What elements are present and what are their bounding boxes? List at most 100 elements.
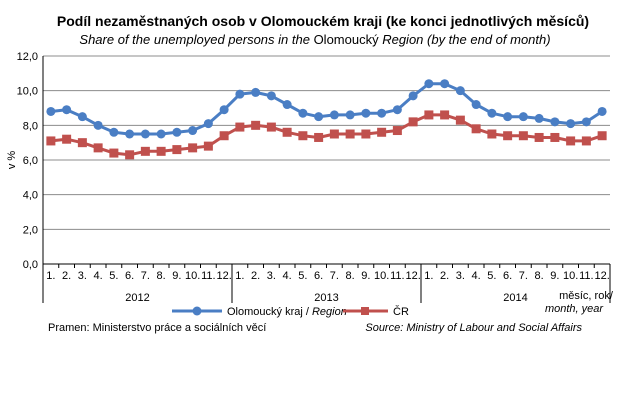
legend-marker-cr (361, 307, 369, 315)
data-point-region (345, 110, 355, 120)
x-tick-label: 4. (472, 270, 481, 282)
x-tick-label: 9. (550, 270, 559, 282)
x-tick-label: 7. (330, 270, 339, 282)
series-line-0 (50, 82, 603, 136)
data-point-region (62, 105, 72, 115)
x-tick-label: 3. (267, 270, 276, 282)
data-point-region (109, 127, 119, 137)
data-point-region (235, 89, 245, 99)
x-axis-note-line2: month, year (545, 303, 604, 315)
data-point-region (534, 113, 544, 123)
y-tick-label: 8,0 (23, 120, 38, 132)
legend-label-region: Olomoucký kraj / Region (227, 306, 347, 318)
data-point-cr (140, 146, 150, 156)
subtitle-suffix: Region (by the end of month) (379, 32, 551, 47)
data-point-cr (251, 120, 261, 130)
data-point-region (125, 129, 135, 139)
x-tick-label: 12. (594, 270, 609, 282)
x-tick-label: 8. (157, 270, 166, 282)
data-point-region (156, 129, 166, 139)
data-point-cr (361, 129, 371, 139)
x-tick-label: 9. (361, 270, 370, 282)
data-point-cr (440, 110, 450, 120)
year-label: 2014 (503, 292, 527, 304)
data-point-cr (203, 141, 213, 151)
x-tick-label: 2. (251, 270, 260, 282)
x-tick-label: 12. (405, 270, 420, 282)
data-point-region (597, 106, 607, 116)
data-point-region (298, 108, 308, 118)
data-point-region (377, 108, 387, 118)
data-point-cr (46, 136, 56, 146)
x-tick-label: 6. (314, 270, 323, 282)
data-point-region (581, 117, 591, 127)
data-point-region (188, 126, 198, 136)
data-point-region (203, 119, 213, 129)
x-tick-label: 3. (456, 270, 465, 282)
subtitle-region: Olomoucký (314, 32, 380, 47)
y-tick-label: 4,0 (23, 190, 38, 202)
data-point-cr (125, 150, 135, 160)
data-point-cr (534, 132, 544, 142)
x-tick-label: 5. (109, 270, 118, 282)
x-tick-label: 10. (563, 270, 578, 282)
data-point-cr (298, 131, 308, 141)
legend-marker-region (192, 306, 202, 316)
data-point-cr (329, 129, 339, 139)
data-point-cr (188, 143, 198, 153)
data-point-cr (566, 136, 576, 146)
gridlines (43, 55, 610, 230)
data-point-region (219, 105, 229, 115)
x-tick-label: 6. (125, 270, 134, 282)
x-tick-label: 11. (579, 270, 593, 282)
legend: Olomoucký kraj / Region ČR (172, 305, 409, 318)
x-tick-label: 5. (298, 270, 307, 282)
data-point-region (487, 108, 497, 118)
data-point-region (566, 119, 576, 129)
y-tick-label: 0,0 (23, 259, 38, 271)
data-point-cr (77, 138, 87, 148)
data-point-cr (282, 127, 292, 137)
data-point-region (503, 112, 513, 122)
data-point-region (518, 112, 528, 122)
x-tick-label: 11. (201, 270, 215, 282)
chart-subtitle: Share of the unemployed persons in the O… (79, 32, 550, 47)
x-tick-label: 1. (235, 270, 244, 282)
source-czech: Pramen: Ministerstvo práce a sociálních … (48, 322, 266, 334)
data-point-cr (219, 131, 229, 141)
data-point-region (251, 87, 261, 97)
y-tick-label: 10,0 (17, 86, 38, 98)
x-tick-label: 9. (172, 270, 181, 282)
data-point-cr (156, 146, 166, 156)
data-point-region (314, 112, 324, 122)
y-tick-label: 2,0 (23, 224, 38, 236)
data-point-region (471, 100, 481, 110)
data-point-region (392, 105, 402, 115)
data-point-region (140, 129, 150, 139)
x-tick-label: 4. (283, 270, 292, 282)
x-tick-label: 10. (185, 270, 200, 282)
data-point-region (172, 127, 182, 137)
x-tick-label: 11. (390, 270, 404, 282)
data-point-region (424, 79, 434, 89)
data-point-cr (581, 136, 591, 146)
legend-label-cr: ČR (393, 305, 409, 318)
x-tick-label: 8. (535, 270, 544, 282)
data-point-cr (62, 134, 72, 144)
year-label: 2013 (314, 292, 338, 304)
data-point-cr (93, 143, 103, 153)
data-point-cr (172, 145, 182, 155)
data-point-region (408, 91, 418, 101)
data-point-cr (455, 115, 465, 125)
data-point-region (361, 108, 371, 118)
data-point-cr (597, 131, 607, 141)
data-point-region (77, 112, 87, 122)
data-point-region (282, 100, 292, 110)
x-tick-label: 10. (374, 270, 389, 282)
y-tick-labels: 0,0 2,0 4,0 6,0 8,0 10,0 12,0 (17, 51, 38, 271)
data-point-region (266, 91, 276, 101)
data-point-cr (503, 131, 513, 141)
data-point-cr (345, 129, 355, 139)
year-label: 2012 (125, 292, 149, 304)
